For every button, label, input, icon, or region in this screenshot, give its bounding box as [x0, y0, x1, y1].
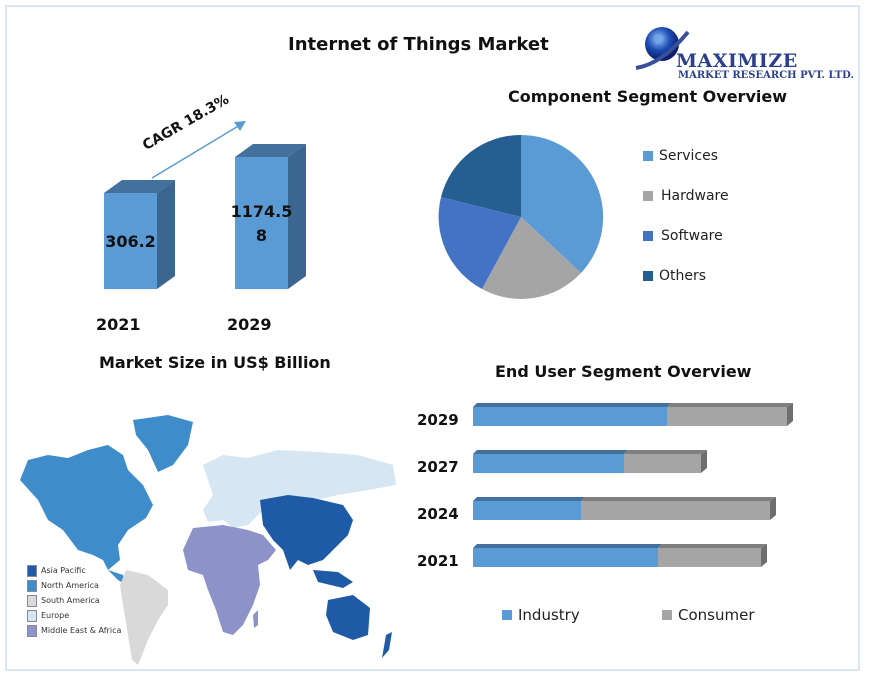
region-europe — [203, 450, 396, 528]
legend-label: Hardware — [661, 188, 729, 204]
globe-icon — [635, 27, 690, 70]
logo-name: MAXIMIZE — [676, 50, 798, 72]
component-legend: Services Hardware Software Others — [643, 146, 729, 286]
component-title: Component Segment Overview — [508, 87, 787, 106]
row-label-2024: 2024 — [417, 505, 459, 523]
swatch-icon — [27, 564, 37, 577]
row-label-2027: 2027 — [417, 458, 459, 476]
swatch-icon — [643, 231, 653, 241]
legend-label: Industry — [518, 606, 580, 624]
row-label-2021: 2021 — [417, 552, 459, 570]
region-south-america — [120, 570, 168, 665]
bar-value-2029: 1174.5 — [230, 202, 293, 221]
swatch-icon — [643, 191, 653, 201]
legend-label: Software — [661, 228, 723, 244]
region-north-america — [133, 415, 193, 472]
legend-label: Europe — [41, 611, 70, 620]
end-user-stacked-bars — [473, 403, 793, 567]
market-size-bars — [104, 121, 306, 289]
legend-item-industry: Industry — [502, 606, 580, 624]
market-size-subtitle: Market Size in US$ Billion — [99, 353, 331, 372]
legend-item-software: Software — [643, 226, 729, 246]
company-logo: MAXIMIZE MARKET RESEARCH PVT. LTD. — [632, 24, 862, 84]
legend-item-hardware: Hardware — [643, 186, 729, 206]
swatch-icon — [502, 610, 512, 620]
map-legend-asia-pacific: Asia Pacific — [27, 563, 121, 578]
page-title: Internet of Things Market — [288, 34, 549, 55]
map-legend-south-america: South America — [27, 593, 121, 608]
logo-subtitle: MARKET RESEARCH PVT. LTD. — [678, 70, 854, 81]
legend-label: North America — [41, 581, 99, 590]
infographic-frame — [5, 5, 860, 671]
swatch-icon — [643, 271, 653, 281]
map-legend-middle-east-africa: Middle East & Africa — [27, 623, 121, 638]
legend-label: Asia Pacific — [41, 566, 86, 575]
swatch-icon — [27, 594, 37, 607]
legend-label: Consumer — [678, 606, 755, 624]
swatch-icon — [643, 151, 653, 161]
legend-label: Services — [659, 148, 719, 164]
year-label-2029: 2029 — [227, 315, 272, 334]
world-map — [20, 415, 396, 665]
map-legend: Asia Pacific North America South America… — [27, 563, 121, 638]
legend-label: Others — [659, 268, 707, 284]
legend-item-consumer: Consumer — [662, 606, 755, 624]
swatch-icon — [27, 609, 37, 622]
swatch-icon — [27, 579, 37, 592]
swatch-icon — [27, 624, 37, 637]
bar-value-2021: 306.2 — [105, 232, 156, 251]
map-legend-europe: Europe — [27, 608, 121, 623]
end-user-title: End User Segment Overview — [495, 362, 752, 381]
region-north-america — [20, 445, 153, 570]
component-pie-chart — [438, 134, 604, 299]
bar-value-2029-cont: 8 — [255, 226, 268, 245]
swatch-icon — [662, 610, 672, 620]
year-label-2021: 2021 — [96, 315, 141, 334]
legend-item-services: Services — [643, 146, 729, 166]
region-middle-east-africa — [183, 525, 276, 635]
legend-label: Middle East & Africa — [41, 626, 122, 635]
region-asia-pacific — [260, 495, 353, 570]
legend-label: South America — [41, 596, 100, 605]
legend-item-others: Others — [643, 266, 729, 286]
map-legend-north-america: North America — [27, 578, 121, 593]
row-label-2029: 2029 — [417, 411, 459, 429]
